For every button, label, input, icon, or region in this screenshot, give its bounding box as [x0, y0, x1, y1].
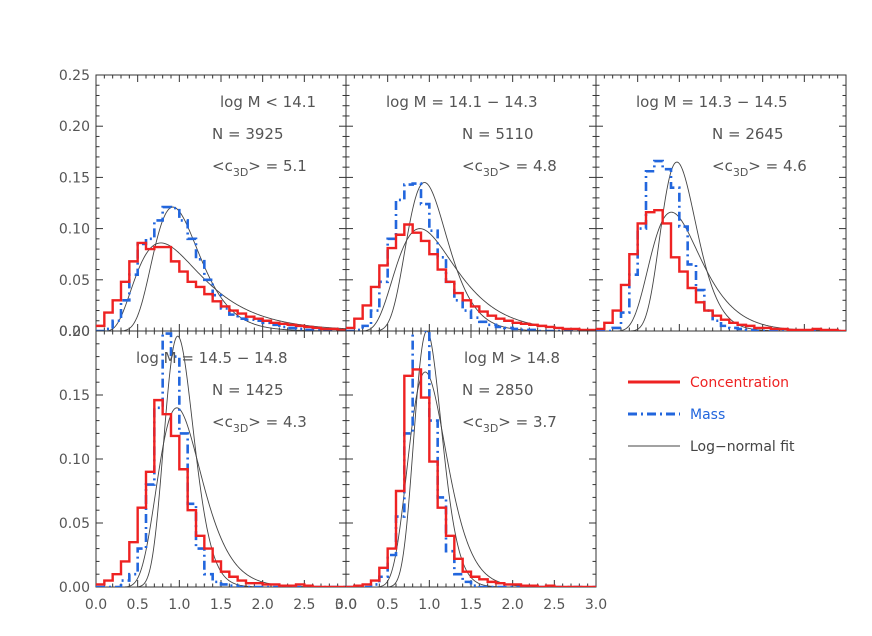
- x-tick-label: 2.5: [293, 597, 315, 613]
- panel-mean-concentration: <c3D> = 4.8: [462, 157, 557, 179]
- series-mass-histogram: [96, 205, 346, 331]
- panel-mass-range: log M = 14.3 − 14.5: [636, 93, 788, 111]
- y-tick-label: 0.20: [59, 119, 90, 135]
- series-concentration-histogram: [346, 223, 596, 331]
- y-tick-label: 0.15: [59, 388, 90, 404]
- plot-area: [96, 205, 346, 331]
- y-tick-label: 0.00: [59, 324, 90, 340]
- series-concentration-histogram: [346, 368, 596, 587]
- legend: Concentration Mass Log−normal fit: [628, 375, 795, 455]
- panel-frame: [345, 330, 597, 588]
- lognormal-fit-curve: [346, 371, 596, 587]
- series-mass-histogram: [346, 331, 596, 587]
- panel-count: N = 3925: [212, 125, 284, 143]
- y-tick-label: 0.20: [59, 324, 90, 340]
- lognormal-fit-curve: [346, 331, 596, 587]
- panel-mass-range: log M > 14.8: [464, 349, 560, 367]
- panel-count: N = 2645: [712, 125, 784, 143]
- lognormal-fit-curve: [96, 206, 346, 331]
- x-tick-label: 2.5: [543, 597, 565, 613]
- panel-bottom-left: 0.0 0.5 1.0 1.5 2.0 2.5 3.0 0.00 0.05 0.10 0.15 0.2…: [59, 324, 357, 613]
- panel-top-left: 0.00 0.05 0.10 0.15 0.20 0.25 log M < 14.1 N = …: [59, 68, 347, 340]
- panel-mean-concentration: <c3D> = 5.1: [212, 157, 307, 179]
- panel-frame: [95, 74, 347, 332]
- x-tick-label: 1.0: [168, 597, 190, 613]
- x-tick-label: 2.0: [252, 597, 274, 613]
- panel-frame: [595, 74, 847, 332]
- x-tick-label: 0.0: [335, 597, 357, 613]
- panel-count: N = 2850: [462, 381, 534, 399]
- series-concentration-histogram: [96, 398, 346, 587]
- panel-frame: [345, 74, 597, 332]
- y-tick-label: 0.05: [59, 516, 90, 532]
- x-tick-label: 0.0: [85, 597, 107, 613]
- y-tick-label: 0.05: [59, 273, 90, 289]
- x-tick-label: 1.5: [210, 597, 232, 613]
- panel-count: N = 5110: [462, 125, 534, 143]
- x-tick-label: 1.5: [460, 597, 482, 613]
- y-tick-label: 0.25: [59, 68, 90, 84]
- series-mass-histogram: [596, 159, 846, 331]
- y-tick-label: 0.10: [59, 452, 90, 468]
- lognormal-fit-curve: [346, 182, 596, 331]
- y-tick-label: 0.00: [59, 580, 90, 596]
- panel-bottom-middle: 0.0 0.5 1.0 1.5 2.0 2.5 3.0 log M > 14.8 N = 285…: [335, 330, 607, 613]
- panel-mass-range: log M = 14.1 − 14.3: [386, 93, 538, 111]
- x-tick-label: 2.0: [502, 597, 524, 613]
- panel-count: N = 1425: [212, 381, 284, 399]
- lognormal-fit-curve: [596, 161, 846, 331]
- series-mass-histogram: [96, 332, 346, 587]
- plot-area: [346, 182, 596, 331]
- lognormal-fit-curve: [596, 211, 846, 331]
- lognormal-fit-curve: [96, 335, 346, 587]
- plot-area: [346, 331, 596, 587]
- x-tick-label: 3.0: [335, 597, 357, 613]
- x-tick-label: 0.5: [127, 597, 149, 613]
- series-concentration-histogram: [96, 241, 346, 331]
- plot-area: [96, 332, 346, 587]
- y-tick-label: 0.15: [59, 170, 90, 186]
- panel-mean-concentration: <c3D> = 4.6: [712, 157, 807, 179]
- panel-mass-range: log M < 14.1: [220, 93, 316, 111]
- lognormal-fit-curve: [96, 407, 346, 587]
- x-tick-label: 0.5: [377, 597, 399, 613]
- x-tick-label: 3.0: [585, 597, 607, 613]
- x-tick-label: 1.0: [418, 597, 440, 613]
- series-mass-histogram: [346, 182, 596, 331]
- legend-label-mass: Mass: [690, 407, 725, 423]
- panel-mean-concentration: <c3D> = 4.3: [212, 413, 307, 435]
- panels: 0.00 0.05 0.10 0.15 0.20 0.25 log M < 14.1 N = …: [59, 68, 847, 613]
- panel-frame: [95, 330, 347, 588]
- series-concentration-histogram: [596, 208, 846, 331]
- panel-mass-range: log M = 14.5 − 14.8: [136, 349, 288, 367]
- lognormal-fit-curve: [96, 242, 346, 331]
- y-tick-label: 0.10: [59, 222, 90, 238]
- panel-mean-concentration: <c3D> = 3.7: [462, 413, 557, 435]
- panel-top-middle: log M = 14.1 − 14.3 N = 5110 <c3D> = 4.8: [345, 74, 597, 332]
- plot-area: [596, 159, 846, 331]
- legend-label-concentration: Concentration: [690, 375, 789, 391]
- legend-label-fit: Log−normal fit: [690, 439, 795, 455]
- panel-top-right: log M = 14.3 − 14.5 N = 2645 <c3D> = 4.6: [595, 74, 847, 332]
